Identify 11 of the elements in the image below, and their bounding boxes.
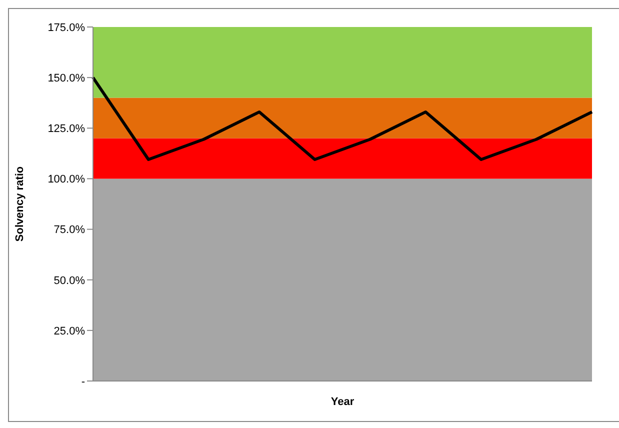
y-tick-label: 75.0% [54, 224, 86, 236]
y-tick-label: - [81, 376, 86, 388]
y-tick-label: 125.0% [48, 123, 86, 136]
y-tick-label: 25.0% [54, 325, 86, 338]
x-axis-title: Year [330, 396, 355, 408]
y-tick-label: 100.0% [48, 174, 86, 186]
y-axis-title: Solvency ratio [14, 166, 26, 242]
line-series [92, 76, 594, 161]
y-tick-label: 175.0% [48, 22, 86, 34]
y-tick-label: 150.0% [48, 72, 86, 84]
y-tick-label: 50.0% [54, 274, 86, 287]
